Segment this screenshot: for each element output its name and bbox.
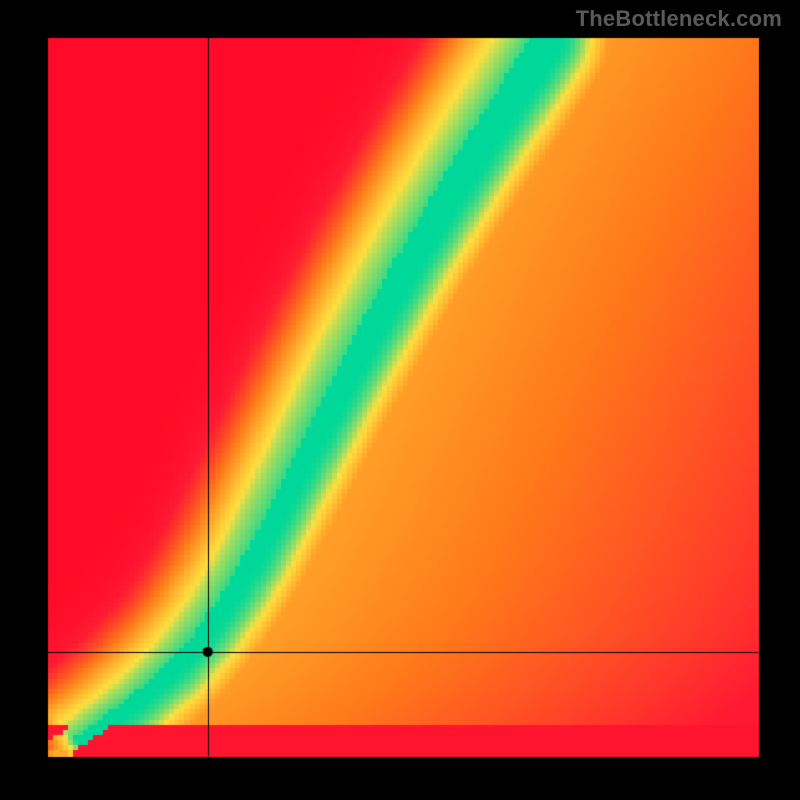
watermark-text: TheBottleneck.com (576, 6, 782, 32)
chart-container: { "watermark": { "text": "TheBottleneck.… (0, 0, 800, 800)
bottleneck-heatmap (0, 0, 800, 800)
